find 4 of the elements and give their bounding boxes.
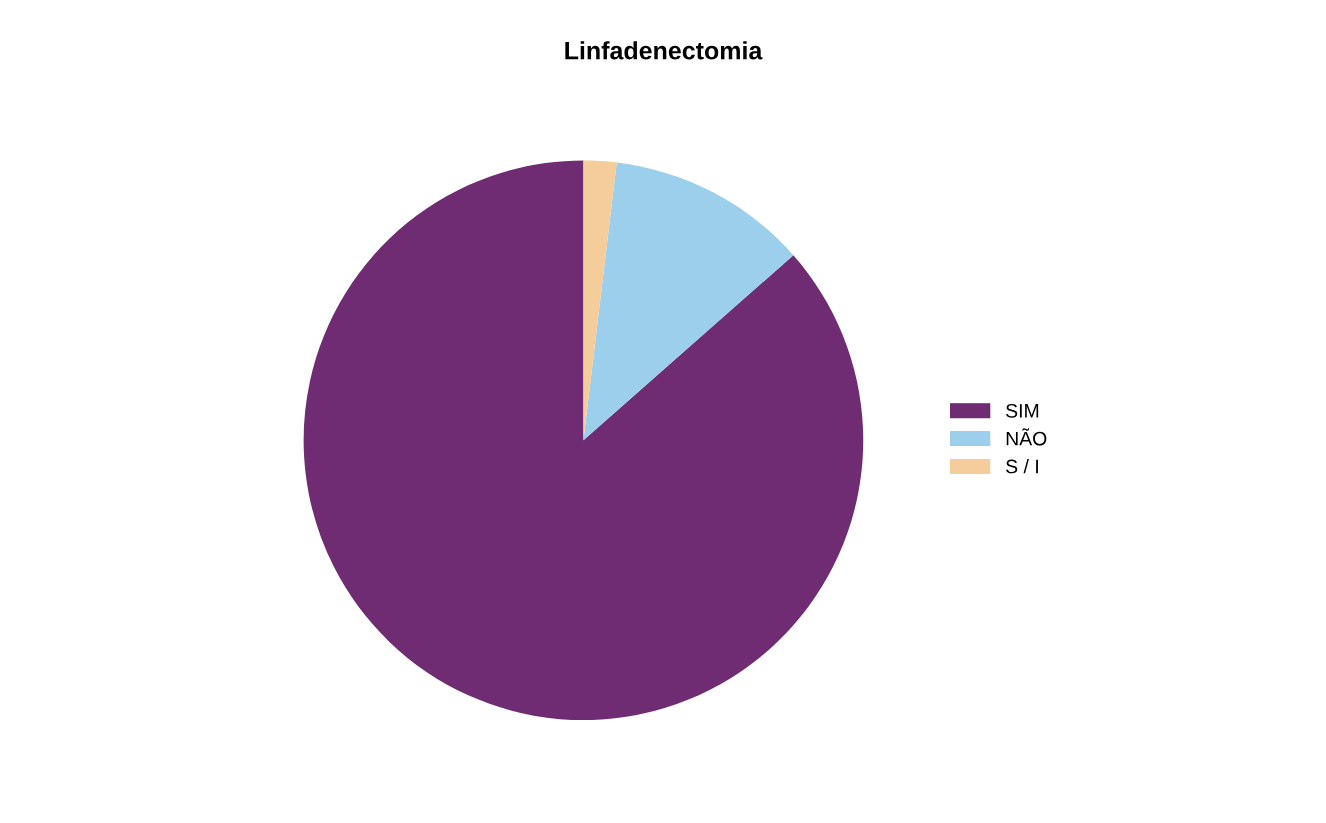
legend-label: NÃO <box>1006 428 1047 446</box>
legend-label: SIM <box>1006 403 1039 418</box>
legend-label: S / I <box>1006 459 1038 474</box>
chart-title: Linfadenectomia <box>565 41 763 60</box>
